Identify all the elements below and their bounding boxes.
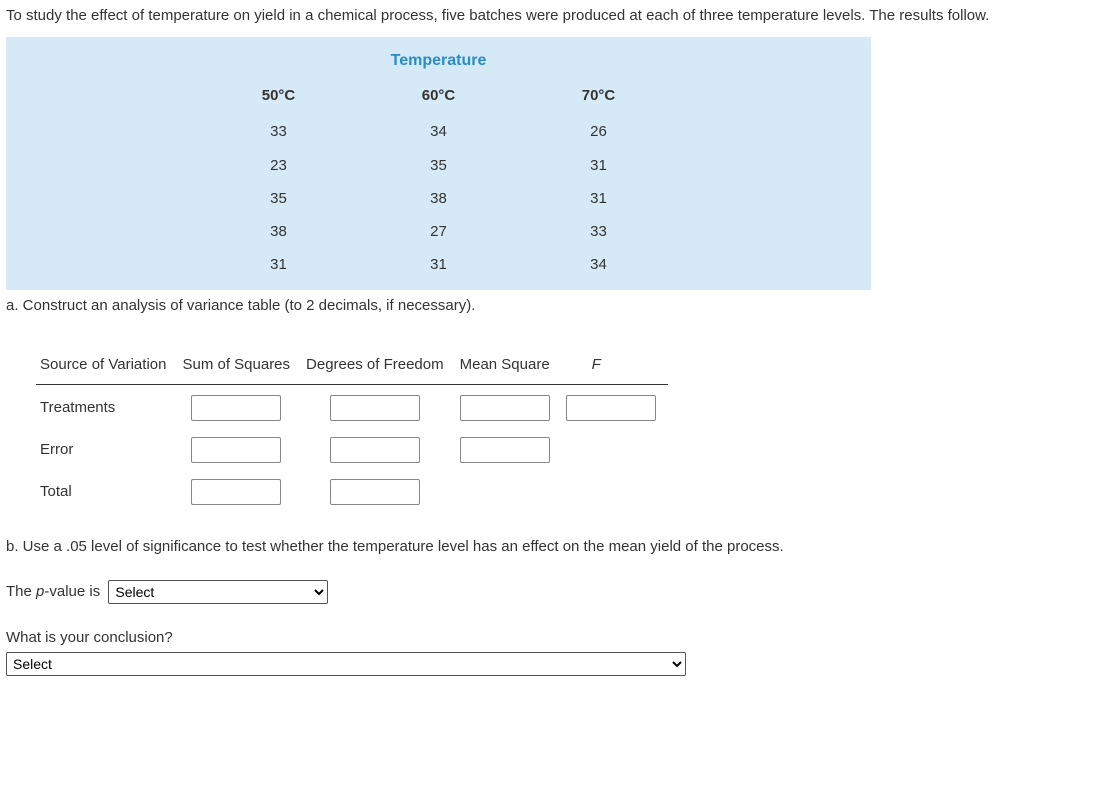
anova-row: Error xyxy=(36,427,668,469)
temperature-table: Temperature 50°C332335383160°C3435382731… xyxy=(6,37,871,289)
anova-input-error-ms[interactable] xyxy=(460,437,550,463)
pvalue-select[interactable]: Select xyxy=(108,580,328,604)
anova-header-ss: Sum of Squares xyxy=(178,347,302,385)
pvalue-prefix: The xyxy=(6,583,36,600)
anova-input-treatments-df[interactable] xyxy=(330,395,420,421)
anova-input-error-df[interactable] xyxy=(330,437,420,463)
temperature-value: 31 xyxy=(569,149,629,182)
anova-header-f: F xyxy=(562,347,668,385)
part-a-text: a. Construct an analysis of variance tab… xyxy=(6,294,1102,317)
temperature-value: 31 xyxy=(569,182,629,215)
temperature-column: 60°C 3435382731 xyxy=(409,84,469,282)
part-b-text: b. Use a .05 level of significance to te… xyxy=(6,535,1102,558)
anova-header-df: Degrees of Freedom xyxy=(302,347,456,385)
pvalue-line: The p-value is Select xyxy=(6,580,1102,604)
temperature-column-header: 60°C xyxy=(409,84,469,107)
anova-row: Treatments xyxy=(36,385,668,428)
temperature-column: 50°C 3323353831 xyxy=(249,84,309,282)
anova-row-label: Total xyxy=(36,469,178,511)
temperature-value: 31 xyxy=(409,248,469,281)
anova-input-treatments-ss[interactable] xyxy=(191,395,281,421)
intro-text: To study the effect of temperature on yi… xyxy=(6,4,1102,27)
anova-row-label: Treatments xyxy=(36,385,178,428)
anova-header-ms: Mean Square xyxy=(456,347,562,385)
temperature-value: 38 xyxy=(249,215,309,248)
temperature-value: 34 xyxy=(569,248,629,281)
pvalue-suffix: -value is xyxy=(44,583,100,600)
temperature-value: 35 xyxy=(409,149,469,182)
conclusion-select[interactable]: Select xyxy=(6,652,686,676)
temperature-value: 33 xyxy=(249,115,309,148)
temperature-value: 27 xyxy=(409,215,469,248)
temperature-value: 33 xyxy=(569,215,629,248)
temperature-value: 38 xyxy=(409,182,469,215)
anova-input-error-ss[interactable] xyxy=(191,437,281,463)
anova-header-source: Source of Variation xyxy=(36,347,178,385)
anova-input-treatments-ms[interactable] xyxy=(460,395,550,421)
anova-input-total-df[interactable] xyxy=(330,479,420,505)
anova-row-label: Error xyxy=(36,427,178,469)
temperature-column-header: 70°C xyxy=(569,84,629,107)
conclusion-question: What is your conclusion? xyxy=(6,626,1102,649)
temperature-value: 23 xyxy=(249,149,309,182)
temperature-table-title: Temperature xyxy=(6,43,871,84)
temperature-value: 34 xyxy=(409,115,469,148)
temperature-column: 70°C2631313334 xyxy=(569,84,629,282)
temperature-value: 35 xyxy=(249,182,309,215)
temperature-column-header: 50°C xyxy=(249,84,309,107)
anova-table: Source of Variation Sum of Squares Degre… xyxy=(36,347,668,511)
anova-input-total-ss[interactable] xyxy=(191,479,281,505)
temperature-value: 31 xyxy=(249,248,309,281)
anova-row: Total xyxy=(36,469,668,511)
anova-input-treatments-f[interactable] xyxy=(566,395,656,421)
temperature-value: 26 xyxy=(569,115,629,148)
